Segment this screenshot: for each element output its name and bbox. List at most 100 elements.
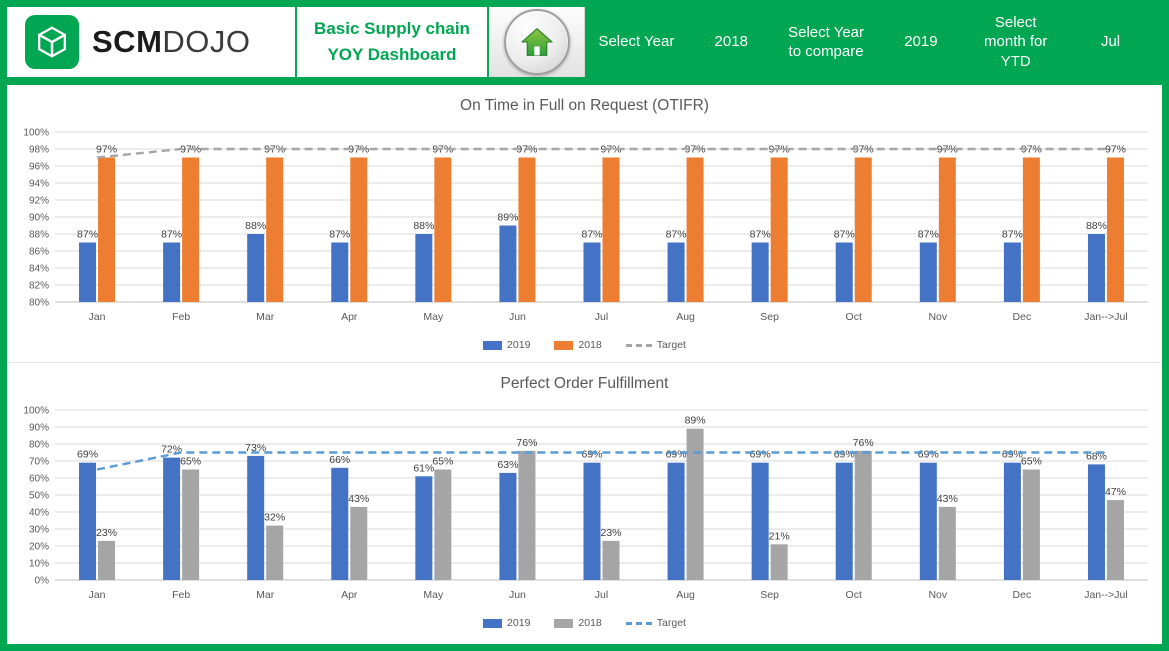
svg-text:Jun: Jun [509,311,526,323]
brand-name: SCMDOJO [92,24,251,59]
dashboard-title: Basic Supply chain YOY Dashboard [295,7,489,77]
select-year-value[interactable]: 2018 [714,33,748,51]
legend-label: Target [656,339,686,351]
legend-item-target: Target [625,339,686,351]
svg-text:69%: 69% [1002,449,1023,461]
svg-text:84%: 84% [29,264,49,275]
svg-text:69%: 69% [834,449,855,461]
svg-text:73%: 73% [245,442,266,454]
svg-text:Jan-->Jul: Jan-->Jul [1084,311,1127,323]
svg-text:82%: 82% [29,281,49,292]
home-button-area [489,7,585,77]
svg-text:87%: 87% [581,229,602,241]
svg-text:Mar: Mar [256,311,275,323]
svg-text:Feb: Feb [172,311,190,323]
dashboard-title-line1: Basic Supply chain [314,18,470,38]
svg-text:Jan: Jan [89,589,106,601]
brand: SCMDOJO [7,7,295,77]
legend-label: Target [656,617,686,629]
svg-text:88%: 88% [413,220,434,232]
svg-text:90%: 90% [29,423,49,434]
svg-text:Jul: Jul [595,311,608,323]
svg-text:69%: 69% [581,449,602,461]
legend-label: 2019 [507,339,531,351]
svg-text:92%: 92% [29,196,49,207]
svg-text:69%: 69% [750,449,771,461]
svg-text:60%: 60% [29,474,49,485]
svg-text:Dec: Dec [1013,589,1032,601]
svg-text:87%: 87% [161,229,182,241]
svg-text:70%: 70% [29,457,49,468]
select-month-ytd-label: Select month for YTD [984,13,1048,70]
svg-text:69%: 69% [77,449,98,461]
cube-icon [25,15,79,69]
svg-text:Jan: Jan [89,311,106,323]
svg-text:94%: 94% [29,179,49,190]
select-year-label: Select Year [598,33,675,51]
svg-text:Dec: Dec [1013,311,1032,323]
svg-text:Nov: Nov [928,311,947,323]
svg-text:87%: 87% [834,229,855,241]
svg-text:Apr: Apr [341,589,358,601]
select-month-ytd-value[interactable]: Jul [1100,33,1121,51]
svg-text:97%: 97% [1021,144,1042,156]
svg-text:32%: 32% [264,512,285,524]
svg-text:Apr: Apr [341,311,358,323]
svg-text:100%: 100% [23,406,49,417]
chart-legend-pof: 2019 2018 Target [7,615,1162,631]
svg-text:40%: 40% [29,508,49,519]
svg-text:47%: 47% [1105,486,1126,498]
pof-chart: 0% 10% 20% 30% 40% 50% 60% 70% 80% 90% 100% Jan 69% 2… [23,406,1148,601]
home-button[interactable] [503,9,570,75]
otifr-chart: 80% 82% 84% 86% 88% 90% 92% 94% 96% 98% 100% Jan 87%… [23,128,1148,323]
svg-text:23%: 23% [96,527,117,539]
legend-item-target: Target [625,617,686,629]
svg-text:20%: 20% [29,542,49,553]
svg-text:61%: 61% [413,462,434,474]
chart-title-otifr: On Time in Full on Request (OTIFR) [460,97,709,114]
selector-bar: Select Year 2018 Select Year to compare … [585,7,1162,77]
legend-label: 2019 [507,617,531,629]
svg-text:65%: 65% [432,456,453,468]
legend-swatch [483,340,503,350]
svg-text:Jan-->Jul: Jan-->Jul [1084,589,1127,601]
legend-dash-swatch [625,343,652,347]
select-year-compare-value[interactable]: 2019 [904,33,938,51]
svg-text:65%: 65% [1021,456,1042,468]
legend-item: 2019 [483,339,530,351]
svg-text:88%: 88% [245,220,266,232]
svg-text:65%: 65% [180,456,201,468]
svg-text:30%: 30% [29,525,49,536]
svg-text:Oct: Oct [846,589,862,601]
svg-text:23%: 23% [600,527,621,539]
svg-text:86%: 86% [29,247,49,258]
svg-text:Aug: Aug [676,589,695,601]
svg-text:96%: 96% [29,162,49,173]
svg-text:90%: 90% [29,213,49,224]
svg-text:Aug: Aug [676,311,695,323]
svg-text:87%: 87% [666,229,687,241]
chart-legend-otifr: 2019 2018 Target [7,337,1162,353]
svg-text:0%: 0% [35,576,50,587]
header: SCMDOJO Basic Supply chain YOY Dashboard [7,7,1162,77]
svg-text:97%: 97% [1105,144,1126,156]
svg-text:Sep: Sep [760,589,779,601]
select-year-compare-label: Select Year to compare [788,23,865,61]
svg-text:66%: 66% [329,454,350,466]
chart-panel-otifr: On Time in Full on Request (OTIFR) 80% 82… [7,85,1162,362]
svg-text:Sep: Sep [760,311,779,323]
svg-text:97%: 97% [853,144,874,156]
svg-text:87%: 87% [1002,229,1023,241]
svg-text:97%: 97% [264,144,285,156]
legend-swatch [554,340,574,350]
header-divider [7,77,1162,85]
svg-text:88%: 88% [1086,220,1107,232]
svg-text:89%: 89% [497,212,518,224]
legend-swatch [483,618,503,628]
svg-text:87%: 87% [750,229,771,241]
legend-item: 2019 [483,617,530,629]
dashboard-title-line2: YOY Dashboard [327,45,457,64]
chart-title-pof: Perfect Order Fulfillment [500,375,669,392]
svg-text:98%: 98% [29,145,49,156]
svg-text:Nov: Nov [928,589,947,601]
